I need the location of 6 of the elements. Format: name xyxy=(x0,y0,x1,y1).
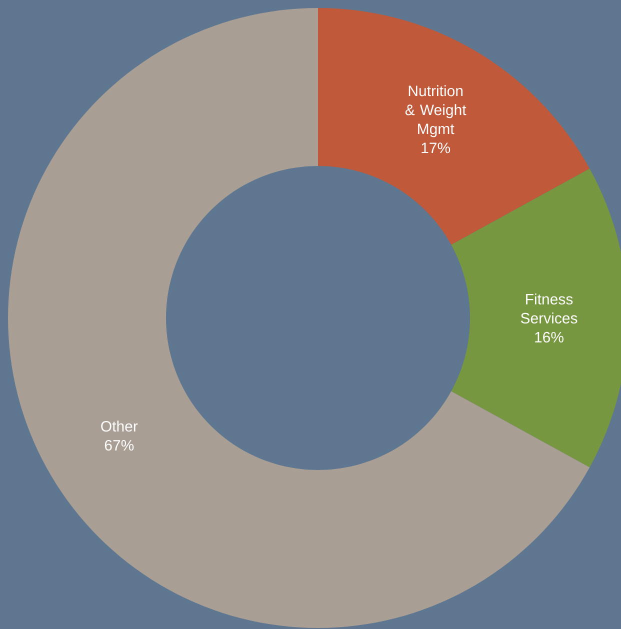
slice-label: Fitness Services xyxy=(520,293,578,324)
data-label: 16% xyxy=(535,332,564,342)
slice-label: Nutrition & Weight Mgmt xyxy=(405,85,466,138)
slice-label: Other xyxy=(101,420,138,432)
data-label: 67% xyxy=(104,440,134,451)
data-label: 17% xyxy=(422,142,450,154)
